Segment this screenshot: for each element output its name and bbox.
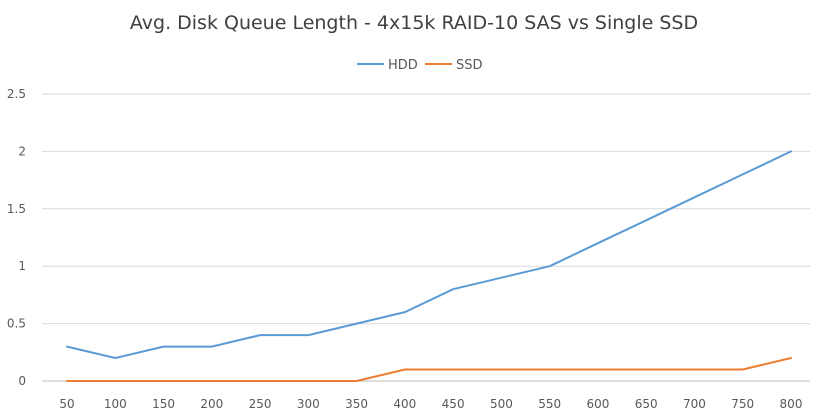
y-tick-label: 2.5 [7, 87, 26, 101]
x-tick-label: 50 [59, 397, 74, 411]
x-tick-label: 750 [731, 397, 754, 411]
y-tick-label: 2 [18, 144, 26, 158]
x-tick-label: 700 [683, 397, 706, 411]
x-tick-label: 100 [104, 397, 127, 411]
y-tick-label: 1.5 [7, 202, 26, 216]
x-tick-label: 300 [297, 397, 320, 411]
series-line-ssd [66, 357, 792, 382]
y-tick-label: 0 [18, 374, 26, 388]
x-tick-label: 150 [152, 397, 175, 411]
series-lines [66, 150, 792, 382]
x-tick-label: 400 [393, 397, 416, 411]
series-line-hdd [66, 150, 792, 359]
x-tick-label: 200 [200, 397, 223, 411]
gridlines [42, 93, 810, 382]
x-tick-label: 250 [249, 397, 272, 411]
x-tick-label: 350 [345, 397, 368, 411]
x-tick-label: 600 [586, 397, 609, 411]
x-tick-label: 550 [538, 397, 561, 411]
x-tick-label: 800 [780, 397, 803, 411]
x-tick-label: 450 [442, 397, 465, 411]
x-axis-ticks: 50 100 150 200 250 300 350 400 450 500 550 600 650 70… [59, 397, 802, 411]
legend: HDD SSD [357, 58, 483, 73]
y-tick-label: 1 [18, 259, 26, 273]
chart-title: Avg. Disk Queue Length - 4x15k RAID-10 S… [129, 12, 699, 34]
legend-label-hdd: HDD [388, 58, 418, 73]
y-axis-ticks: 0 0.5 1 1.5 2 2.5 [7, 87, 26, 388]
x-tick-label: 650 [635, 397, 658, 411]
x-tick-label: 500 [490, 397, 513, 411]
y-tick-label: 0.5 [7, 317, 26, 331]
legend-label-ssd: SSD [456, 58, 483, 73]
